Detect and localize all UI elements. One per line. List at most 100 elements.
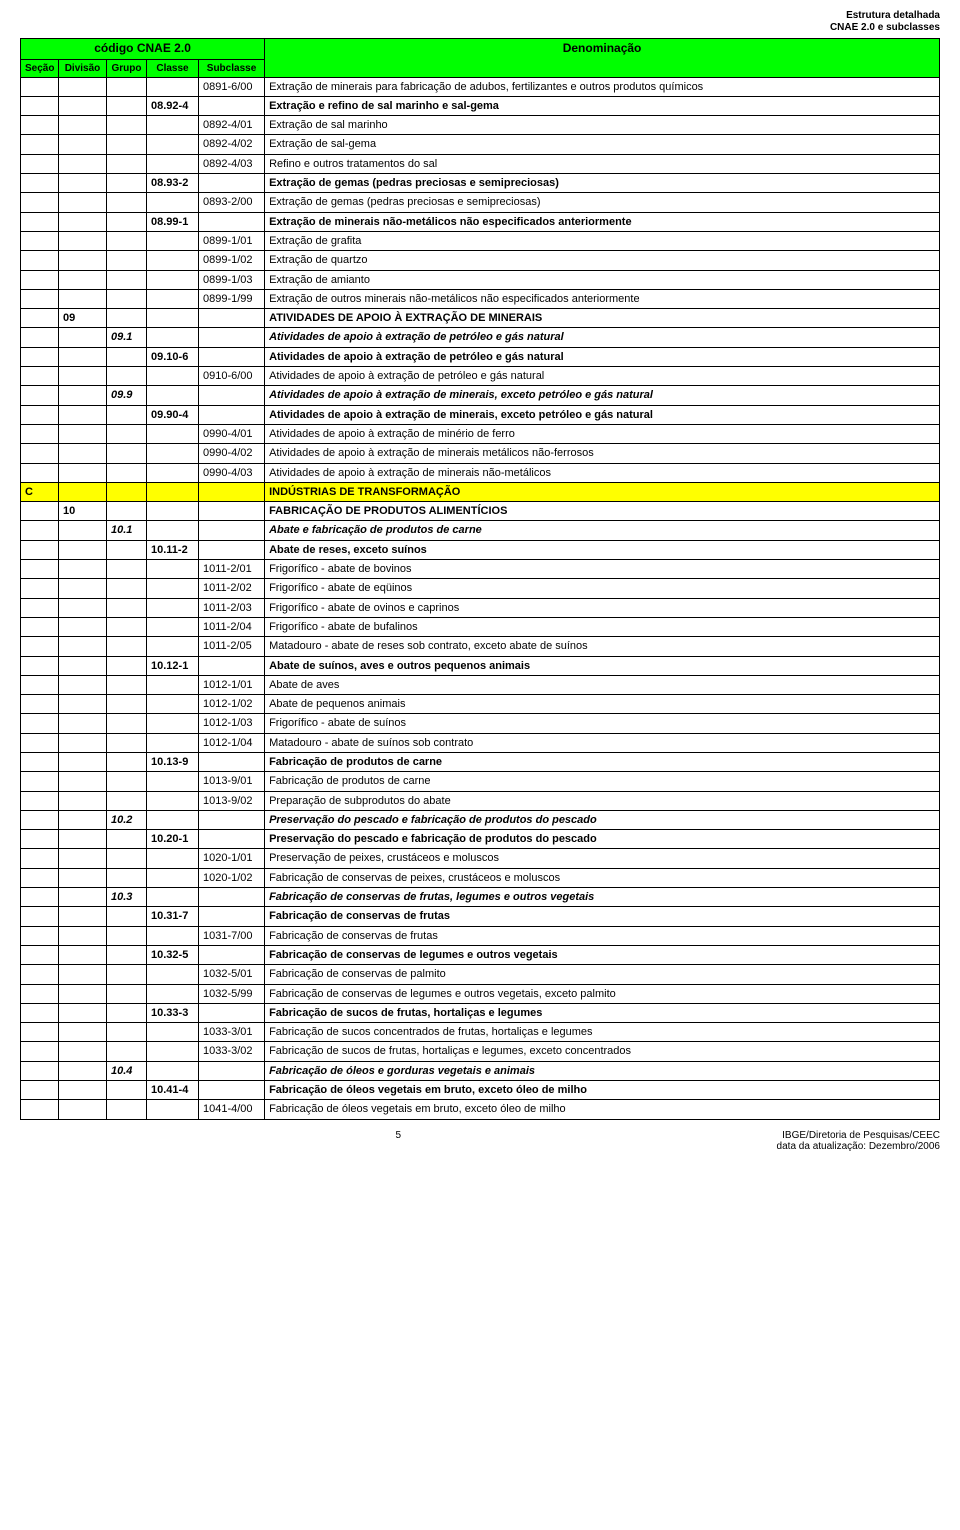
cell-grp xyxy=(107,270,147,289)
table-row: 10.1Abate e fabricação de produtos de ca… xyxy=(21,521,940,540)
cell-sec xyxy=(21,598,59,617)
cell-grp xyxy=(107,77,147,96)
table-row: 0891-6/00Extração de minerais para fabri… xyxy=(21,77,940,96)
table-row: 1011-2/04Frigorífico - abate de bufalino… xyxy=(21,617,940,636)
header-grupo: Grupo xyxy=(107,59,147,77)
cell-denominacao: Extração de minerais não-metálicos não e… xyxy=(265,212,940,231)
cell-sub xyxy=(199,482,265,501)
table-row: 09ATIVIDADES DE APOIO À EXTRAÇÃO DE MINE… xyxy=(21,309,940,328)
cell-denominacao: Matadouro - abate de suínos sob contrato xyxy=(265,733,940,752)
cell-denominacao: Fabricação de sucos concentrados de frut… xyxy=(265,1023,940,1042)
cell-sub xyxy=(199,212,265,231)
cell-div xyxy=(59,1081,107,1100)
cell-cls xyxy=(147,1100,199,1119)
cell-cls xyxy=(147,444,199,463)
cell-sec xyxy=(21,617,59,636)
cell-sec xyxy=(21,945,59,964)
cell-sec xyxy=(21,328,59,347)
cell-grp xyxy=(107,347,147,366)
cell-cls xyxy=(147,502,199,521)
cell-sec xyxy=(21,675,59,694)
table-row: 10.2Preservação do pescado e fabricação … xyxy=(21,810,940,829)
header-codigo: código CNAE 2.0 xyxy=(21,39,265,60)
subtitle-line1: Estrutura detalhada xyxy=(846,10,940,21)
cell-div xyxy=(59,1023,107,1042)
cell-div xyxy=(59,830,107,849)
cell-sec xyxy=(21,714,59,733)
cell-grp xyxy=(107,907,147,926)
cell-grp xyxy=(107,830,147,849)
cell-cls xyxy=(147,984,199,1003)
cell-sec xyxy=(21,560,59,579)
cell-denominacao: Atividades de apoio à extração de petról… xyxy=(265,328,940,347)
cell-sub: 0899-1/99 xyxy=(199,289,265,308)
cell-cls xyxy=(147,810,199,829)
cell-div xyxy=(59,579,107,598)
cell-denominacao: Fabricação de sucos de frutas, hortaliça… xyxy=(265,1003,940,1022)
cell-grp xyxy=(107,424,147,443)
cell-grp xyxy=(107,752,147,771)
cell-sub: 1033-3/02 xyxy=(199,1042,265,1061)
cell-cls xyxy=(147,309,199,328)
cell-sub xyxy=(199,540,265,559)
cell-sec xyxy=(21,926,59,945)
cell-sub: 0990-4/02 xyxy=(199,444,265,463)
cell-denominacao: Frigorífico - abate de eqüinos xyxy=(265,579,940,598)
cell-sec xyxy=(21,733,59,752)
cell-sub: 0910-6/00 xyxy=(199,367,265,386)
cell-denominacao: INDÚSTRIAS DE TRANSFORMAÇÃO xyxy=(265,482,940,501)
cell-denominacao: Matadouro - abate de reses sob contrato,… xyxy=(265,637,940,656)
cell-cls xyxy=(147,733,199,752)
cell-sec xyxy=(21,154,59,173)
cell-cls: 10.33-3 xyxy=(147,1003,199,1022)
cell-cls xyxy=(147,888,199,907)
table-row: 10.32-5Fabricação de conservas de legume… xyxy=(21,945,940,964)
cell-grp: 09.1 xyxy=(107,328,147,347)
cell-cls xyxy=(147,617,199,636)
cell-sec xyxy=(21,965,59,984)
cell-div xyxy=(59,907,107,926)
cell-cls xyxy=(147,1042,199,1061)
table-row: 0910-6/00Atividades de apoio à extração … xyxy=(21,367,940,386)
cell-sec xyxy=(21,579,59,598)
cell-div xyxy=(59,174,107,193)
cell-denominacao: Fabricação de óleos e gorduras vegetais … xyxy=(265,1061,940,1080)
cell-sec xyxy=(21,96,59,115)
cell-sec xyxy=(21,810,59,829)
cell-denominacao: Atividades de apoio à extração de minéri… xyxy=(265,424,940,443)
table-row: 1013-9/01Fabricação de produtos de carne xyxy=(21,772,940,791)
cell-denominacao: Extração de sal marinho xyxy=(265,116,940,135)
table-row: 09.10-6Atividades de apoio à extração de… xyxy=(21,347,940,366)
cell-div xyxy=(59,791,107,810)
cell-sec xyxy=(21,135,59,154)
cell-sec xyxy=(21,521,59,540)
cell-cls: 08.92-4 xyxy=(147,96,199,115)
cell-sub: 0899-1/03 xyxy=(199,270,265,289)
cell-denominacao: Extração e refino de sal marinho e sal-g… xyxy=(265,96,940,115)
cell-sec xyxy=(21,1003,59,1022)
cell-denominacao: Fabricação de conservas de frutas xyxy=(265,907,940,926)
cell-sec xyxy=(21,193,59,212)
table-row: 0990-4/02Atividades de apoio à extração … xyxy=(21,444,940,463)
cell-grp xyxy=(107,405,147,424)
cell-div xyxy=(59,270,107,289)
cell-sub: 1012-1/04 xyxy=(199,733,265,752)
cell-sec xyxy=(21,386,59,405)
cnae-table: código CNAE 2.0 Denominação Seção Divisã… xyxy=(20,38,940,1120)
cell-grp xyxy=(107,637,147,656)
cell-sec xyxy=(21,405,59,424)
cell-cls xyxy=(147,328,199,347)
cell-sec xyxy=(21,502,59,521)
cell-sec xyxy=(21,174,59,193)
cell-denominacao: Extração de minerais para fabricação de … xyxy=(265,77,940,96)
cell-grp xyxy=(107,154,147,173)
cell-cls xyxy=(147,637,199,656)
cell-grp xyxy=(107,984,147,1003)
cell-grp xyxy=(107,926,147,945)
cell-denominacao: Fabricação de óleos vegetais em bruto, e… xyxy=(265,1081,940,1100)
header-secao: Seção xyxy=(21,59,59,77)
cell-grp xyxy=(107,444,147,463)
cell-div xyxy=(59,463,107,482)
cell-div xyxy=(59,135,107,154)
page-footer: 5 IBGE/Diretoria de Pesquisas/CEEC data … xyxy=(20,1130,940,1152)
